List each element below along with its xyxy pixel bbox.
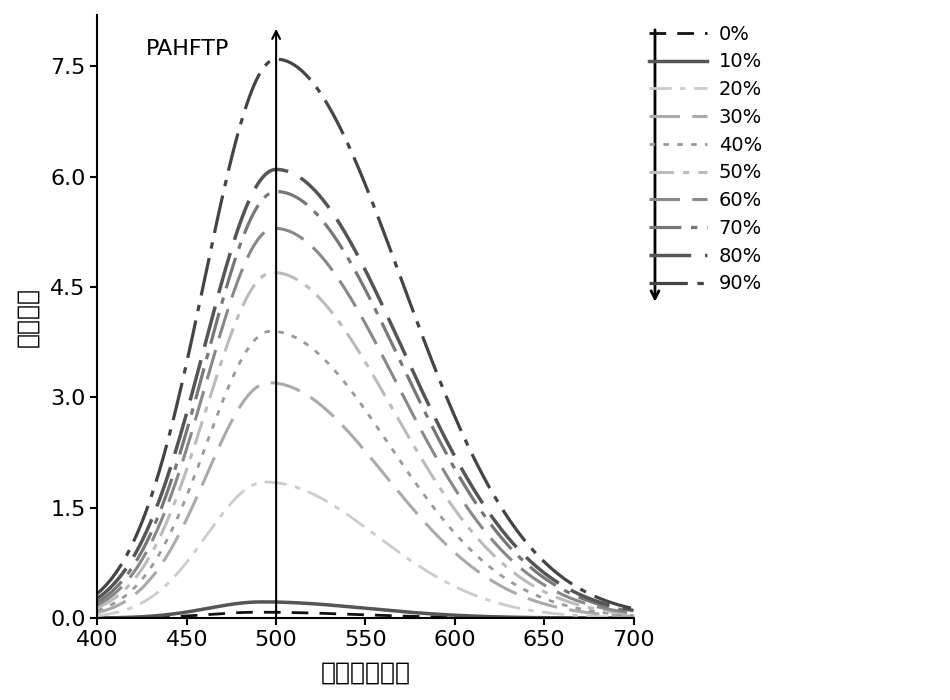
Y-axis label: 荧光强度: 荧光强度 (15, 286, 39, 346)
Legend: 0%, 10%, 20%, 30%, 40%, 50%, 60%, 70%, 80%, 90%: 0%, 10%, 20%, 30%, 40%, 50%, 60%, 70%, 8… (649, 25, 762, 293)
X-axis label: 波长（纳米）: 波长（纳米） (320, 661, 410, 685)
Text: PAHFTP: PAHFTP (145, 39, 229, 59)
